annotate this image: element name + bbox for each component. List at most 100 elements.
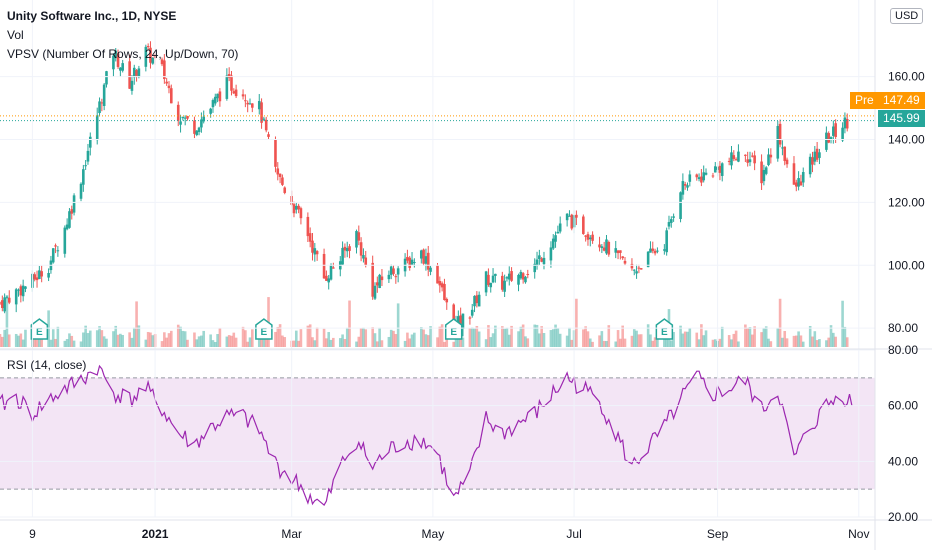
candle-body: [193, 120, 196, 134]
candle-body: [230, 75, 233, 91]
candle-body: [135, 70, 138, 76]
volume-bar: [713, 339, 717, 347]
earnings-marker[interactable]: E: [655, 318, 674, 340]
volume-bar: [468, 328, 472, 347]
volume-bar: [827, 337, 831, 347]
candle-body: [306, 216, 310, 237]
candle-body: [760, 161, 763, 184]
candle-body: [130, 80, 134, 91]
chart-title: Unity Software Inc., 1D, NYSE: [7, 9, 177, 23]
volume-bar: [614, 341, 618, 347]
volume-bar: [422, 329, 425, 347]
volume-bar: [294, 330, 298, 347]
volume-bar: [313, 340, 317, 347]
volume-bar: [79, 341, 83, 347]
earnings-marker[interactable]: E: [30, 318, 49, 340]
vpsv-indicator-label[interactable]: VPSV (Number Of Rows, 24, Up/Down, 70): [7, 47, 239, 61]
volume-bar: [408, 338, 412, 347]
volume-bar: [38, 336, 41, 347]
volume-bar: [315, 327, 319, 347]
volume-bar: [341, 334, 344, 347]
candle-body: [653, 250, 657, 254]
candle-body: [278, 173, 282, 177]
volume-bar: [362, 327, 365, 347]
candle-body: [718, 165, 722, 173]
candle-body: [538, 255, 541, 260]
candle-body: [801, 172, 805, 183]
volume-bar: [299, 329, 303, 347]
vol-indicator-label[interactable]: Vol: [7, 28, 24, 42]
volume-bar: [364, 329, 368, 347]
earnings-marker[interactable]: E: [255, 318, 273, 340]
candle-body: [734, 159, 738, 161]
volume-bar: [322, 328, 326, 347]
candle-body: [348, 246, 351, 251]
candle-body: [679, 192, 682, 220]
candle-body: [267, 134, 270, 137]
volume-bar: [632, 329, 636, 347]
candle-body: [632, 269, 636, 271]
candle-body: [646, 251, 650, 268]
volume-bar: [487, 325, 490, 347]
rsi-indicator-label[interactable]: RSI (14, close): [7, 358, 87, 372]
candle-body: [276, 168, 280, 175]
rsi-pane[interactable]: [0, 364, 875, 507]
pre-market-price: 147.49: [878, 92, 925, 109]
volume-bar: [380, 340, 384, 347]
volume-bar: [241, 326, 245, 347]
volume-bar: [24, 329, 27, 347]
candle-body: [588, 237, 592, 240]
currency-button[interactable]: USD: [890, 8, 924, 24]
candle-body: [144, 46, 148, 67]
candle-body: [591, 234, 594, 241]
candle-body: [371, 262, 374, 297]
volume-bar: [146, 331, 150, 347]
candle-body: [637, 267, 641, 269]
candle-body: [283, 187, 287, 193]
earnings-marker[interactable]: E: [444, 318, 463, 340]
volume-bar: [656, 336, 659, 347]
volume-bar: [505, 327, 509, 347]
volume-bar: [697, 339, 701, 347]
earnings-marker-shape: [444, 318, 463, 340]
rsi-line: [0, 364, 853, 507]
candle-body: [505, 277, 509, 279]
volume-bar: [40, 337, 43, 347]
volume-bar: [494, 325, 497, 347]
volume-bar: [357, 336, 361, 347]
volume-bar: [376, 341, 379, 347]
volume-bar: [311, 337, 314, 347]
volume-bar: [179, 326, 182, 347]
volume-bar: [584, 326, 587, 347]
candle-body: [165, 81, 168, 84]
volume-bar: [82, 332, 85, 347]
candle-body: [419, 250, 423, 259]
volume-bar: [278, 324, 282, 347]
candle-body: [128, 61, 131, 89]
volume-bar: [510, 325, 513, 347]
candle-body: [501, 275, 504, 290]
volume-bar: [538, 333, 541, 347]
volume-bar: [570, 339, 574, 347]
volume-bar: [116, 334, 120, 347]
volume-bar: [371, 327, 374, 347]
candle-body: [95, 115, 99, 141]
volume-bar: [70, 335, 74, 347]
volume-bar: [665, 333, 668, 347]
volume-bar: [764, 326, 768, 347]
volume-bar: [683, 331, 687, 347]
volume-bar: [181, 330, 185, 347]
candle-body: [65, 224, 69, 230]
candle-body: [163, 60, 166, 80]
rsi-axis-tick-label: 40.00: [888, 454, 918, 468]
candle-body: [600, 246, 604, 249]
candle-body: [167, 85, 171, 89]
candle-body: [88, 136, 92, 148]
candle-body: [234, 89, 238, 97]
candle-body: [730, 152, 733, 166]
volume-bar: [345, 327, 349, 347]
volume-bar: [21, 339, 25, 347]
volume-bar: [105, 338, 108, 347]
